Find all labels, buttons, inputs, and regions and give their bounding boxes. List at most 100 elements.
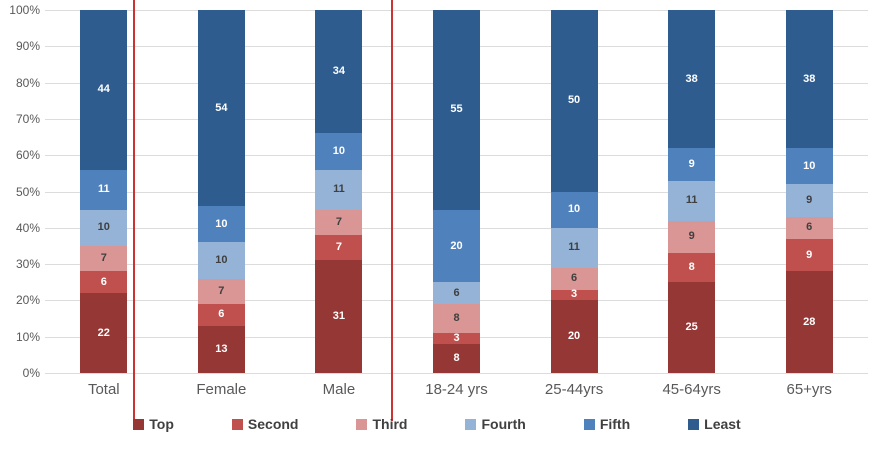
segment-fourth: 9 [785,184,833,217]
segment-value-label: 6 [218,308,225,321]
segment-value-label: 10 [97,221,110,234]
segment-fourth: 11 [550,227,598,268]
segment-value-label: 11 [685,194,698,207]
segment-fourth: 6 [433,282,480,305]
segment-second: 7 [315,235,363,261]
segment-third: 7 [80,245,128,272]
segment-value-label: 34 [332,65,346,78]
segment-value-label: 6 [453,286,460,299]
y-axis-tick-label: 20% [15,293,40,308]
segment-value-label: 9 [806,248,813,261]
x-axis-category-label: Total [87,381,120,398]
bar-18-24-yrs: 8 3 8 6 20 55 [433,10,480,373]
y-axis-tick-label: 40% [15,220,40,235]
segment-third: 6 [550,267,598,290]
segment-value-label: 7 [218,284,225,297]
segment-fifth: 10 [785,148,833,185]
legend-item-second: Second [231,416,298,432]
segment-value-label: 44 [97,83,110,96]
legend-item-top: Top [133,416,174,432]
segment-fourth: 11 [668,180,716,221]
segment-value-label: 38 [803,72,816,85]
segment-second: 3 [433,333,480,344]
segment-second: 6 [80,271,128,294]
segment-fourth: 10 [80,209,128,246]
segment-fifth: 9 [668,147,716,181]
segment-fifth: 10 [197,206,245,243]
bar-45-64yrs: 25 8 9 11 9 38 [668,10,716,373]
legend-item-fourth: Fourth [465,416,526,432]
segment-value-label: 9 [688,157,695,170]
segment-value-label: 55 [450,103,463,116]
bar-female: 13 6 7 10 10 54 [197,10,245,373]
x-axis-category-label: 45-64yrs [662,381,721,398]
legend-label: Fifth [599,416,631,432]
segment-value-label: 8 [688,261,695,274]
red-separator-line [133,0,135,421]
segment-value-label: 6 [571,272,578,285]
segment-top: 20 [550,300,598,373]
legend-swatch-icon [133,418,145,430]
x-axis-category-label: 18-24 yrs [425,381,488,398]
segment-second: 6 [197,304,245,326]
segment-value-label: 11 [568,241,580,254]
bar-male: 31 7 7 11 10 34 [315,10,363,373]
segment-value-label: 28 [803,315,816,328]
segment-value-label: 10 [567,203,581,216]
segment-value-label: 50 [567,94,581,107]
segment-value-label: 11 [97,183,110,196]
segment-least: 50 [550,10,598,192]
segment-value-label: 22 [97,326,110,339]
segment-value-label: 31 [332,310,346,323]
legend-label: Top [149,416,174,432]
segment-fifth: 10 [550,191,598,228]
segment-second: 9 [785,238,833,272]
segment-value-label: 25 [685,321,698,334]
segment-value-label: 6 [100,275,107,288]
legend: Top Second Third Fourth Fifth Least [0,416,874,432]
y-axis-tick-label: 80% [15,75,40,90]
segment-top: 13 [197,325,245,373]
x-axis-category-label: 25-44yrs [544,381,604,398]
segment-fourth: 11 [315,169,363,210]
y-axis-tick-label: 30% [15,257,40,272]
segment-value-label: 38 [685,72,698,85]
segment-value-label: 8 [453,312,460,325]
segment-value-label: 10 [215,217,228,230]
segment-value-label: 54 [215,101,228,114]
legend-item-fifth: Fifth [583,416,631,432]
legend-item-least: Least [688,416,741,432]
segment-least: 54 [197,10,245,207]
segment-value-label: 7 [100,252,107,265]
segment-least: 38 [668,10,716,148]
segment-value-label: 7 [335,215,342,228]
segment-value-label: 11 [333,183,345,196]
segment-second: 3 [550,288,598,301]
y-axis-tick-label: 60% [15,148,40,163]
segment-value-label: 10 [215,253,228,266]
x-axis-category-label: Female [196,381,247,398]
segment-top: 25 [668,282,716,373]
y-axis-tick-label: 50% [15,184,40,199]
legend-label: Least [704,416,741,432]
segment-least: 34 [315,10,363,134]
segment-top: 31 [315,260,363,373]
bar-total: 22 6 7 10 11 44 [80,10,128,373]
segment-value-label: 3 [453,332,460,345]
legend-swatch-icon [231,418,243,430]
segment-top: 8 [433,343,480,373]
y-axis-tick-label: 90% [15,39,40,54]
segment-fifth: 20 [433,209,480,283]
segment-value-label: 7 [335,241,342,254]
segment-fourth: 10 [197,242,245,279]
segment-value-label: 10 [332,145,346,158]
segment-least: 55 [433,10,480,210]
y-axis-tick-label: 70% [15,111,40,126]
legend-swatch-icon [356,418,368,430]
segment-value-label: 3 [571,288,578,301]
segment-value-label: 10 [803,159,816,172]
segment-third: 7 [197,278,245,305]
segment-value-label: 20 [450,239,463,252]
segment-least: 44 [80,10,128,170]
